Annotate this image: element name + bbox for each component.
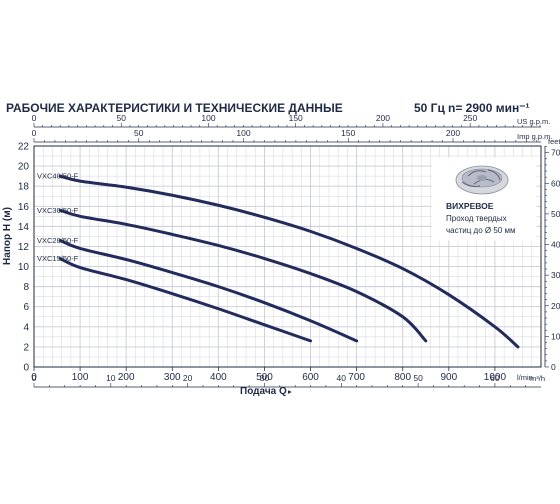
x-tick-label: 100 xyxy=(72,372,89,383)
impeller-note-line1: Проход твердых xyxy=(446,214,507,223)
curve-vxc30-50-f xyxy=(58,208,428,343)
series-label: VXC30/50-F xyxy=(37,206,79,215)
feet-tick-label: 20 xyxy=(551,301,560,311)
x-tick-label: 600 xyxy=(302,372,319,383)
feet-tick-label: 60 xyxy=(551,178,560,188)
top-axis-tick-label: 200 xyxy=(376,113,390,123)
curve-vxc20-50-f xyxy=(58,238,359,343)
x-tick-label: 700 xyxy=(348,372,365,383)
top-axis-tick-label: 50 xyxy=(134,128,144,138)
y-tick-label: 12 xyxy=(18,242,30,253)
x-tick-label: 200 xyxy=(118,372,135,383)
impeller-type: ВИХРЕВОЕ xyxy=(446,201,494,211)
x-tick-label: 800 xyxy=(394,372,411,383)
x-axis-title: Подача Q xyxy=(240,386,287,397)
y-tick-label: 6 xyxy=(23,302,29,313)
impeller-note: ВИХРЕВОЕ Проход твердых частиц до Ø 50 м… xyxy=(431,157,537,241)
x-tick-label: 400 xyxy=(210,372,227,383)
m3h-tick-label: 50 xyxy=(413,373,423,383)
vortex-impeller-icon xyxy=(455,165,509,195)
y-tick-label: 22 xyxy=(18,142,30,153)
series-label: VXC15/50-F xyxy=(37,254,79,263)
feet-tick-label: 70 xyxy=(551,148,560,158)
top-axis-tick-label: 150 xyxy=(341,128,355,138)
y-tick-label: 4 xyxy=(23,322,29,333)
series-labels: VXC15/50-F VXC20/50-F VXC30/50-F VXC40/50-F xyxy=(37,172,79,263)
curve-vxc15-50-f xyxy=(58,257,313,343)
top-axis-tick-label: 150 xyxy=(289,113,303,123)
top-axis-tick-label: 200 xyxy=(446,128,460,138)
x-tick-label: 500 xyxy=(256,372,273,383)
series-label: VXC20/50-F xyxy=(37,236,79,245)
y-tick-label: 8 xyxy=(23,282,29,293)
m3h-tick-label: 60 xyxy=(490,373,500,383)
y-tick-label: 20 xyxy=(18,162,30,173)
plot-frame xyxy=(33,145,542,368)
x-axis-arrow-icon: ▸ xyxy=(288,387,292,396)
x-unit-label: l/min xyxy=(517,373,533,382)
feet-tick-label: 40 xyxy=(551,240,560,250)
frequency-label: 50 Гц xyxy=(414,101,445,115)
top-axis-tick-label: 50 xyxy=(116,113,126,123)
y-tick-label: 0 xyxy=(23,363,29,374)
speed-label: n= 2900 мин⁻¹ xyxy=(448,101,530,115)
x-tick-label: 900 xyxy=(440,372,457,383)
feet-tick-label: 0 xyxy=(551,362,556,372)
x-tick-label: 1000 xyxy=(484,372,507,383)
top-axis-tick-label: 250 xyxy=(463,113,477,123)
top-axis-unit-label: US g.p.m. xyxy=(517,117,550,126)
feet-tick-label: 30 xyxy=(551,270,560,280)
m3h-tick-label: 10 xyxy=(106,373,116,383)
impeller-note-line2: частиц до Ø 50 мм xyxy=(446,226,515,235)
feet-unit-label: feet xyxy=(548,137,560,146)
curve-vxc40-50-f xyxy=(58,174,520,349)
top-axis-tick-label: 100 xyxy=(201,113,215,123)
y-tick-label: 18 xyxy=(18,182,30,193)
feet-tick-label: 10 xyxy=(551,331,560,341)
x-tick-label: 300 xyxy=(164,372,181,383)
top-axis-tick-label: 0 xyxy=(32,113,37,123)
y-tick-label: 14 xyxy=(18,222,30,233)
pump-curves xyxy=(33,174,520,349)
series-label: VXC40/50-F xyxy=(37,172,79,181)
m3h-tick-label: 40 xyxy=(337,373,347,383)
m3h-unit-label: m³/h xyxy=(530,374,545,383)
m3h-tick-label: 30 xyxy=(260,373,270,383)
top-axis-tick-label: 100 xyxy=(236,128,250,138)
feet-tick-label: 50 xyxy=(551,209,560,219)
top-axis-unit-label: Imp g.p.m. xyxy=(517,132,552,141)
y-tick-label: 2 xyxy=(23,342,29,353)
m3h-tick-label: 20 xyxy=(183,373,193,383)
top-axis-tick-label: 0 xyxy=(32,128,37,138)
y-axis-title: Напор H (м) xyxy=(2,207,13,265)
y-tick-label: 16 xyxy=(18,202,30,213)
m3h-tick-label: 0 xyxy=(32,373,37,383)
chart-title: РАБОЧИЕ ХАРАКТЕРИСТИКИ И ТЕХНИЧЕСКИЕ ДАН… xyxy=(6,101,343,115)
y-tick-label: 10 xyxy=(18,262,30,273)
x-tick-label: 0 xyxy=(31,372,37,383)
